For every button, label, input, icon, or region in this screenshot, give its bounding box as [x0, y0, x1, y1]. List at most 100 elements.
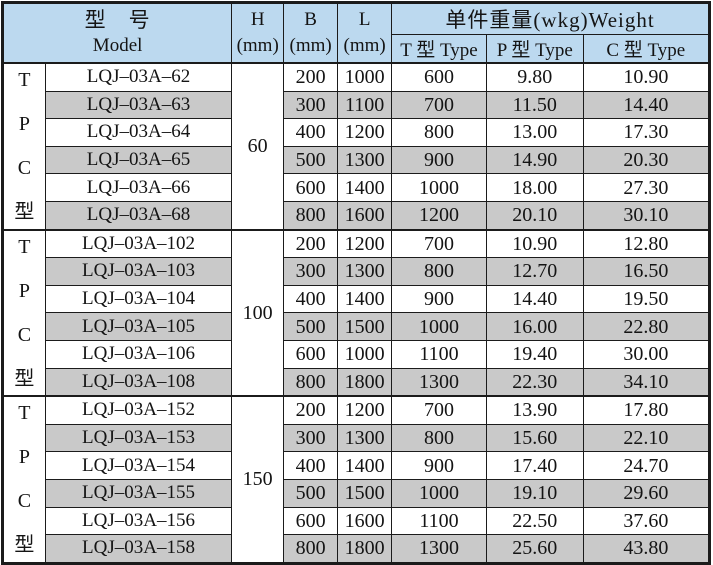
model-cell: LQJ–03A–152: [44, 395, 233, 425]
table-row: LQJ–03A–153 300 1300 800 15.60 22.10: [3, 423, 711, 453]
b-cell: 600: [283, 506, 339, 536]
weight-p-cell: 18.00: [485, 173, 584, 202]
b-cell: 500: [283, 312, 339, 341]
b-cell: 600: [283, 339, 339, 369]
table-row: LQJ–03A–105 500 1500 1000 16.00 22.80: [3, 312, 711, 341]
weight-p-cell: 14.40: [485, 284, 584, 314]
table-row: LQJ–03A–103 300 1300 800 12.70 16.50: [3, 257, 711, 286]
b-cell: 300: [283, 90, 339, 120]
header-weight-t: T 型 Type: [391, 34, 487, 64]
weight-t-cell: 800: [391, 423, 487, 453]
b-cell: 200: [283, 228, 339, 259]
header-b: B (mm): [283, 2, 339, 64]
header-weight: 单件重量(wkg)Weight: [391, 2, 710, 35]
b-cell: 600: [283, 173, 339, 202]
h-value-cell: 150: [231, 395, 285, 564]
weight-t-cell: 900: [391, 145, 487, 175]
type-letters-stack: T P C 型: [14, 69, 35, 224]
table-row: LQJ–03A–68 800 1600 1200 20.10 30.10: [3, 200, 711, 231]
table-row: LQJ–03A–104 400 1400 900 14.40 19.50: [3, 284, 711, 314]
table-row: LQJ–03A–154 400 1400 900 17.40 24.70: [3, 451, 711, 480]
table-row: T P C 型 LQJ–03A–62 60 200 1000 600 9.80 …: [2, 61, 711, 231]
model-cell: LQJ–03A–102: [44, 228, 233, 259]
weight-p-cell: 13.00: [485, 118, 584, 147]
weight-t-cell: 900: [391, 284, 487, 314]
h-value-cell: 100: [231, 228, 285, 397]
weight-c-cell: 12.80: [582, 228, 711, 259]
b-cell: 500: [283, 478, 339, 508]
weight-p-cell: 11.50: [485, 90, 584, 120]
weight-p-cell: 20.10: [485, 200, 584, 231]
weight-p-cell: 13.90: [485, 395, 584, 425]
type-letters-stack: T P C 型: [14, 402, 35, 557]
header-model-cn: 型 号: [84, 8, 151, 32]
header-weight-c: C 型 Type: [582, 34, 711, 64]
model-cell: LQJ–03A–106: [44, 339, 233, 369]
header-weight-p: P 型 Type: [485, 34, 584, 64]
weight-c-cell: 17.80: [582, 395, 711, 425]
weight-c-cell: 43.80: [582, 534, 711, 564]
model-cell: LQJ–03A–153: [44, 423, 233, 453]
header-model-en: Model: [92, 35, 143, 56]
l-cell: 1200: [337, 395, 393, 425]
weight-t-cell: 800: [391, 118, 487, 147]
weight-t-cell: 1200: [391, 200, 487, 231]
model-cell: LQJ–03A–65: [44, 145, 233, 175]
l-cell: 1000: [337, 339, 393, 369]
model-cell: LQJ–03A–104: [44, 284, 233, 314]
weight-c-cell: 30.10: [582, 200, 711, 231]
weight-t-cell: 1300: [391, 367, 487, 397]
header-model: 型 号 Model: [1, 2, 233, 64]
weight-t-cell: 1000: [391, 478, 487, 508]
type-letters-stack: T P C 型: [14, 235, 35, 390]
table-row: T P C 型 LQJ–03A–152 150 200 1200 700 13.…: [2, 395, 711, 564]
l-cell: 1800: [337, 367, 393, 397]
weight-c-cell: 16.50: [582, 257, 711, 286]
weight-t-cell: 700: [391, 395, 487, 425]
l-cell: 1600: [337, 200, 393, 231]
weight-c-cell: 22.80: [582, 312, 711, 341]
l-cell: 1400: [337, 173, 393, 202]
table-row: LQJ–03A–155 500 1500 1000 19.10 29.60: [3, 478, 711, 508]
model-cell: LQJ–03A–64: [44, 118, 233, 147]
l-cell: 1300: [337, 257, 393, 286]
l-cell: 1100: [337, 90, 393, 120]
weight-c-cell: 20.30: [582, 145, 711, 175]
table-header: 型 号 Model H (mm) B (mm) L (mm) 单件重量(wkg)…: [1, 2, 711, 64]
weight-c-cell: 17.30: [582, 118, 711, 147]
l-cell: 1500: [337, 312, 393, 341]
b-cell: 800: [283, 200, 339, 231]
weight-c-cell: 22.10: [582, 423, 711, 453]
b-cell: 300: [283, 423, 339, 453]
b-cell: 300: [283, 257, 339, 286]
b-cell: 400: [283, 451, 339, 480]
model-cell: LQJ–03A–158: [44, 534, 233, 564]
model-cell: LQJ–03A–155: [44, 478, 233, 508]
b-cell: 200: [283, 61, 339, 92]
weight-p-cell: 10.90: [485, 228, 584, 259]
weight-c-cell: 34.10: [582, 367, 711, 397]
weight-c-cell: 24.70: [582, 451, 711, 480]
weight-p-cell: 17.40: [485, 451, 584, 480]
model-cell: LQJ–03A–68: [44, 200, 233, 231]
weight-t-cell: 1100: [391, 506, 487, 536]
weight-p-cell: 9.80: [485, 61, 584, 92]
weight-p-cell: 14.90: [485, 145, 584, 175]
header-l: L (mm): [337, 2, 393, 64]
weight-c-cell: 37.60: [582, 506, 711, 536]
weight-c-cell: 14.40: [582, 90, 711, 120]
model-cell: LQJ–03A–103: [44, 257, 233, 286]
weight-p-cell: 12.70: [485, 257, 584, 286]
weight-t-cell: 800: [391, 257, 487, 286]
weight-p-cell: 15.60: [485, 423, 584, 453]
weight-p-cell: 25.60: [485, 534, 584, 564]
b-cell: 400: [283, 284, 339, 314]
table-row: LQJ–03A–158 800 1800 1300 25.60 43.80: [3, 534, 711, 564]
l-cell: 1000: [337, 61, 393, 92]
table-row: LQJ–03A–108 800 1800 1300 22.30 34.10: [3, 367, 711, 397]
weight-t-cell: 600: [391, 61, 487, 92]
model-cell: LQJ–03A–63: [44, 90, 233, 120]
h-value-cell: 60: [231, 62, 285, 231]
weight-p-cell: 19.10: [485, 478, 584, 508]
